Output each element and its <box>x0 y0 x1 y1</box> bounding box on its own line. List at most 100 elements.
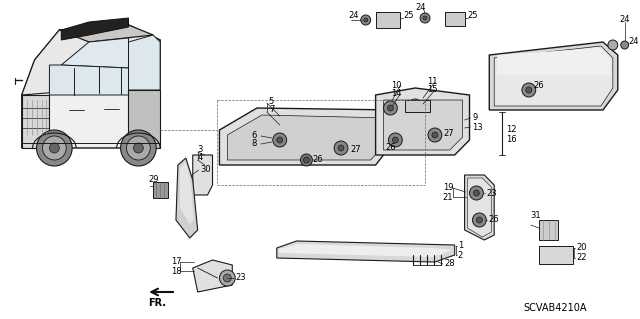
Circle shape <box>36 130 72 166</box>
Text: 19: 19 <box>443 183 453 192</box>
Text: 26: 26 <box>534 80 545 90</box>
Circle shape <box>428 128 442 142</box>
Polygon shape <box>193 260 232 292</box>
Text: 13: 13 <box>472 122 483 131</box>
Text: 16: 16 <box>506 136 516 145</box>
Circle shape <box>388 133 403 147</box>
Circle shape <box>303 157 309 163</box>
Polygon shape <box>61 38 129 68</box>
Text: 29: 29 <box>148 175 159 184</box>
Circle shape <box>526 87 532 93</box>
Polygon shape <box>445 12 465 26</box>
Text: 17: 17 <box>171 257 182 266</box>
Text: 15: 15 <box>427 85 438 94</box>
Polygon shape <box>489 42 618 110</box>
Polygon shape <box>276 241 454 262</box>
Circle shape <box>608 40 618 50</box>
Circle shape <box>409 99 421 111</box>
Text: 10: 10 <box>392 80 402 90</box>
Circle shape <box>392 137 398 143</box>
Circle shape <box>361 15 371 25</box>
Circle shape <box>276 137 283 143</box>
Circle shape <box>223 274 231 282</box>
Text: 30: 30 <box>201 166 211 174</box>
Text: 24: 24 <box>620 16 630 25</box>
Text: 24: 24 <box>628 38 639 47</box>
Text: 25: 25 <box>403 11 414 19</box>
Polygon shape <box>193 155 212 195</box>
Text: 7: 7 <box>269 106 274 115</box>
Polygon shape <box>49 65 129 95</box>
Circle shape <box>423 16 427 20</box>
Polygon shape <box>465 175 494 240</box>
Circle shape <box>364 18 368 22</box>
Text: 18: 18 <box>171 266 182 276</box>
Circle shape <box>120 130 156 166</box>
Circle shape <box>338 145 344 151</box>
Circle shape <box>476 217 483 223</box>
Text: 23: 23 <box>236 273 246 283</box>
Polygon shape <box>227 115 390 160</box>
Text: SCVAB4210A: SCVAB4210A <box>524 303 588 313</box>
Polygon shape <box>376 12 400 28</box>
Circle shape <box>522 83 536 97</box>
Text: 5: 5 <box>269 97 274 106</box>
Text: 4: 4 <box>198 153 203 162</box>
Polygon shape <box>22 95 49 148</box>
Text: 11: 11 <box>427 78 438 86</box>
Circle shape <box>133 143 143 153</box>
Polygon shape <box>22 25 160 95</box>
Text: 27: 27 <box>444 129 454 137</box>
Text: 25: 25 <box>468 11 478 19</box>
Text: 9: 9 <box>472 114 477 122</box>
Polygon shape <box>61 18 129 40</box>
Text: 23: 23 <box>486 189 497 197</box>
Text: 28: 28 <box>445 259 456 269</box>
Polygon shape <box>129 35 160 90</box>
Text: 3: 3 <box>198 145 203 154</box>
Polygon shape <box>60 25 153 42</box>
Polygon shape <box>539 220 559 240</box>
Text: 26: 26 <box>488 216 499 225</box>
Text: 27: 27 <box>350 145 360 154</box>
Circle shape <box>383 101 397 115</box>
Text: 12: 12 <box>506 125 516 135</box>
Polygon shape <box>405 100 430 112</box>
Polygon shape <box>539 246 573 264</box>
Text: FR.: FR. <box>148 298 166 308</box>
Polygon shape <box>376 88 470 155</box>
Circle shape <box>472 213 486 227</box>
Circle shape <box>301 154 312 166</box>
Polygon shape <box>383 100 463 150</box>
Circle shape <box>470 186 483 200</box>
Polygon shape <box>153 182 168 198</box>
Text: 26: 26 <box>312 155 323 165</box>
Polygon shape <box>129 90 160 148</box>
Text: 6: 6 <box>251 131 257 140</box>
Circle shape <box>127 136 150 160</box>
Circle shape <box>273 133 287 147</box>
Polygon shape <box>497 48 611 75</box>
Polygon shape <box>180 162 194 224</box>
Polygon shape <box>220 108 396 165</box>
Polygon shape <box>176 158 198 238</box>
Text: 8: 8 <box>251 139 257 149</box>
Circle shape <box>49 143 60 153</box>
Circle shape <box>432 132 438 138</box>
Text: 26: 26 <box>385 144 396 152</box>
Circle shape <box>334 141 348 155</box>
Text: 1: 1 <box>458 241 463 250</box>
Polygon shape <box>22 25 160 148</box>
Circle shape <box>420 13 430 23</box>
Text: 2: 2 <box>458 250 463 259</box>
Circle shape <box>621 41 628 49</box>
Circle shape <box>220 270 236 286</box>
Text: 22: 22 <box>576 254 587 263</box>
Text: 24: 24 <box>348 11 358 19</box>
Circle shape <box>42 136 66 160</box>
Polygon shape <box>468 178 492 237</box>
Text: 14: 14 <box>392 90 402 99</box>
Text: 24: 24 <box>415 4 426 12</box>
Text: 21: 21 <box>443 192 453 202</box>
Polygon shape <box>494 46 613 106</box>
